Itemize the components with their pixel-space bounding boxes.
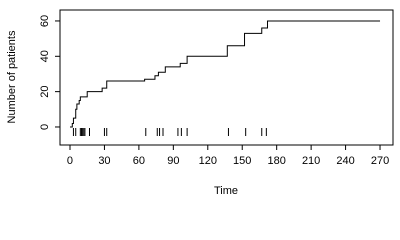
x-tick-label: 270 xyxy=(371,155,389,167)
chart: Time Number of patients 0 30 60 90 120 150 180… xyxy=(6,9,394,197)
x-tick-label: 120 xyxy=(199,155,217,167)
x-tick-label: 30 xyxy=(98,155,110,167)
x-axis-label: Time xyxy=(214,185,238,197)
x-tick-label: 0 xyxy=(67,155,73,167)
y-tick-label: 20 xyxy=(39,86,51,98)
x-tick-label: 90 xyxy=(167,155,179,167)
page: {"chart_data": {"type": "line", "step": … xyxy=(5,9,394,197)
y-axis-label: Number of patients xyxy=(6,30,18,123)
x-tick-label: 150 xyxy=(233,155,251,167)
step-line xyxy=(69,20,381,128)
y-tick-label: 40 xyxy=(39,50,51,62)
x-tick-label: 210 xyxy=(302,155,320,167)
y-tick-label: 60 xyxy=(39,15,51,27)
x-tick-label: 180 xyxy=(267,155,285,167)
x-tick-label: 60 xyxy=(133,155,145,167)
y-tick-label: 0 xyxy=(39,124,51,130)
plot-box xyxy=(59,9,394,146)
x-tick-label: 240 xyxy=(336,155,354,167)
